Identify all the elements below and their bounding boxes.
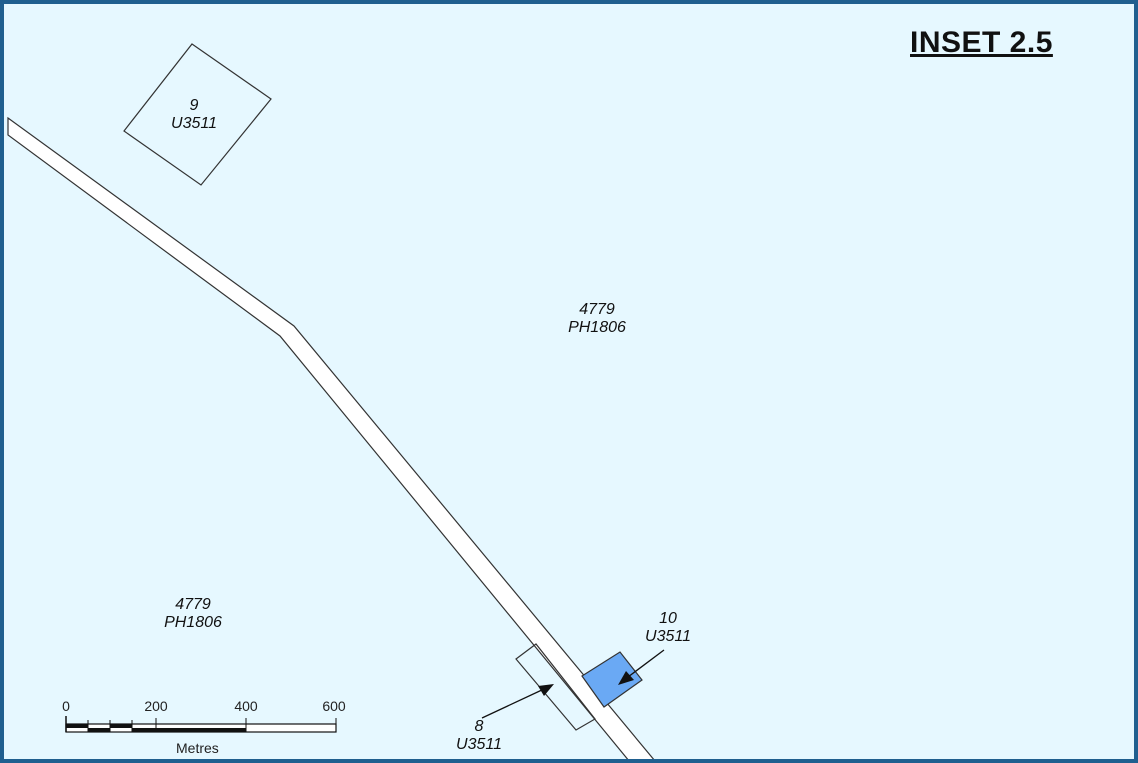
parcel-id: 4779: [175, 596, 211, 613]
parcel-code: PH1806: [164, 614, 222, 631]
arrowhead-8-icon: [538, 684, 554, 696]
parcel-9-boundary: [123, 43, 272, 186]
inset-title: INSET 2.5: [910, 26, 1053, 59]
map-canvas: [7, 43, 665, 759]
parcel-label-9: 9 U3511: [154, 97, 234, 133]
scale-tick-label: 200: [144, 698, 168, 714]
arrowhead-10-icon: [618, 671, 634, 685]
scale-bar: [65, 716, 337, 733]
parcel-id: 9: [189, 97, 199, 114]
parcel-code: PH1806: [568, 319, 626, 336]
road: [7, 116, 655, 759]
parcel-label-10: 10 U3511: [628, 610, 708, 646]
parcel-label-4779-west: 4779 PH1806: [143, 596, 243, 632]
parcel-id: 4779: [579, 301, 615, 318]
parcel-id: 8: [474, 718, 484, 735]
scale-tick-label: 0: [62, 698, 70, 714]
scale-tick-label: 400: [234, 698, 258, 714]
parcel-code: U3511: [171, 115, 217, 132]
leader-line-10: [627, 649, 665, 678]
parcel-10-highlight: [581, 651, 643, 708]
scale-unit-label: Metres: [176, 740, 219, 756]
parcel-id: 10: [659, 610, 677, 627]
parcel-8-boundary: [515, 643, 596, 731]
parcel-code: U3511: [645, 628, 691, 645]
parcel-code: U3511: [456, 736, 502, 753]
parcel-label-4779-east: 4779 PH1806: [552, 301, 642, 337]
parcel-label-8: 8 U3511: [439, 718, 519, 754]
leader-line-8: [481, 688, 545, 719]
scale-tick-label: 600: [322, 698, 346, 714]
